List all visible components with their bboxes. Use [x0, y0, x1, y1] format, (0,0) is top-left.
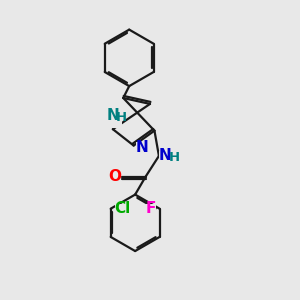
Text: H: H: [169, 151, 180, 164]
FancyBboxPatch shape: [115, 204, 129, 213]
Text: N: N: [135, 140, 148, 154]
Text: N: N: [106, 108, 119, 123]
Text: H: H: [115, 111, 126, 124]
FancyBboxPatch shape: [110, 171, 121, 181]
FancyBboxPatch shape: [159, 151, 175, 161]
Text: N: N: [159, 148, 172, 164]
FancyBboxPatch shape: [146, 204, 157, 213]
Text: O: O: [109, 169, 122, 184]
Text: F: F: [146, 201, 157, 216]
Text: Cl: Cl: [114, 201, 130, 216]
FancyBboxPatch shape: [107, 118, 122, 128]
FancyBboxPatch shape: [136, 142, 146, 152]
